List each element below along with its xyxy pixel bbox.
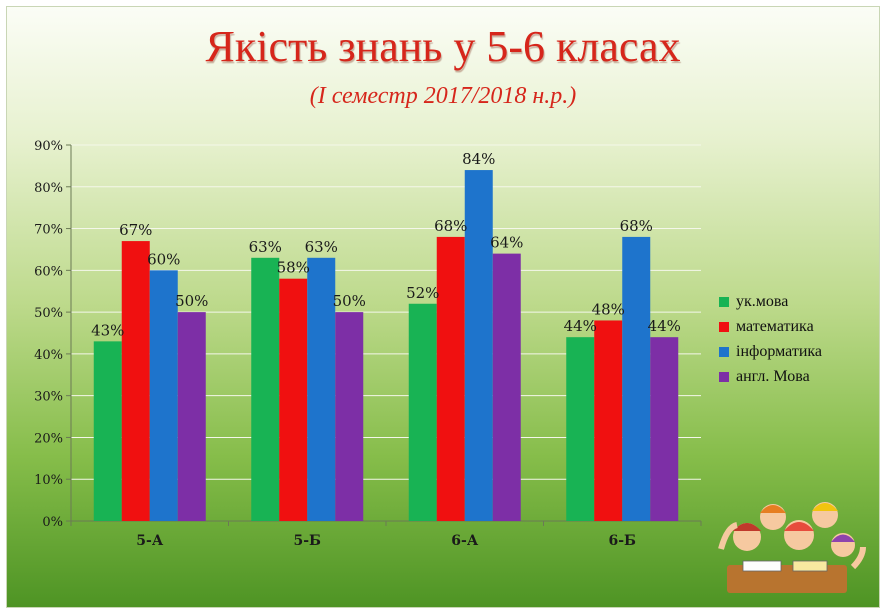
bar bbox=[335, 312, 364, 521]
legend-item: інформатика bbox=[719, 339, 822, 364]
data-label: 84% bbox=[462, 150, 495, 168]
legend-swatch bbox=[719, 321, 729, 332]
data-label: 64% bbox=[490, 234, 523, 252]
data-label: 58% bbox=[277, 259, 310, 277]
legend-label: англ. Мова bbox=[736, 367, 810, 385]
hair-shape bbox=[733, 523, 761, 531]
book-shape bbox=[742, 560, 782, 572]
bar bbox=[177, 312, 206, 521]
axes: 0% 10% 20% 30% 40% 50% 60% 70% 80% 90% 5-А 5-Б 6-А 6-… bbox=[34, 139, 702, 549]
data-label: 63% bbox=[305, 238, 338, 256]
bar bbox=[436, 236, 465, 521]
bar bbox=[408, 303, 437, 521]
x-tick-label: 6-А bbox=[451, 533, 479, 549]
slide: Якість знань у 5-6 класах (І семестр 201… bbox=[6, 6, 880, 608]
x-tick-label: 5-А bbox=[136, 533, 164, 549]
bar bbox=[149, 270, 178, 521]
chart-title: Якість знань у 5-6 класах bbox=[205, 22, 681, 71]
legend-item: ук.мова bbox=[719, 289, 822, 314]
bar bbox=[650, 337, 679, 521]
y-tick-label: 90% bbox=[34, 139, 63, 154]
data-label: 44% bbox=[564, 317, 597, 335]
kids-at-desk-illustration bbox=[718, 502, 866, 593]
x-tick-label: 6-Б bbox=[608, 533, 636, 549]
data-label: 48% bbox=[592, 300, 625, 318]
hair-shape bbox=[812, 503, 838, 511]
book-shape bbox=[792, 560, 828, 572]
data-label: 68% bbox=[434, 217, 467, 235]
arm-shape bbox=[718, 522, 738, 550]
data-label: 52% bbox=[406, 284, 439, 302]
data-label: 50% bbox=[333, 292, 366, 310]
arm-shape bbox=[850, 546, 866, 570]
data-label: 60% bbox=[147, 250, 180, 268]
bar bbox=[566, 337, 595, 521]
legend-label: ук.мова bbox=[736, 292, 789, 310]
data-label: 44% bbox=[648, 317, 681, 335]
hair-shape bbox=[831, 534, 855, 542]
y-tick-label: 50% bbox=[34, 306, 63, 321]
data-label: 67% bbox=[119, 221, 152, 239]
y-tick-label: 40% bbox=[34, 348, 63, 363]
x-tick-label: 5-Б bbox=[293, 533, 321, 549]
legend-swatch bbox=[719, 371, 729, 382]
data-label: 50% bbox=[175, 292, 208, 310]
bar bbox=[251, 257, 280, 521]
bar-chart: 0% 10% 20% 30% 40% 50% 60% 70% 80% 90% 5-А 5-Б 6-А 6-… bbox=[34, 139, 702, 549]
hair-shape bbox=[760, 505, 786, 513]
bars bbox=[93, 170, 679, 522]
bar bbox=[121, 241, 150, 522]
legend-label: інформатика bbox=[736, 342, 823, 360]
bar bbox=[93, 341, 122, 521]
y-tick-label: 60% bbox=[34, 264, 63, 279]
legend-item: англ. Мова bbox=[719, 364, 822, 389]
y-tick-label: 30% bbox=[34, 390, 63, 405]
bar bbox=[279, 278, 308, 521]
data-label: 63% bbox=[249, 238, 282, 256]
y-tick-label: 80% bbox=[34, 181, 63, 196]
legend-swatch bbox=[719, 346, 729, 357]
legend-swatch bbox=[719, 296, 729, 307]
bar bbox=[307, 257, 336, 521]
data-labels: 43%67%60%50%63%58%63%50% 52%68%84%64%44%4… bbox=[91, 150, 681, 339]
legend: ук.мова математика інформатика англ. Мов… bbox=[719, 289, 822, 389]
bar bbox=[464, 170, 493, 522]
data-label: 68% bbox=[620, 217, 653, 235]
y-tick-label: 10% bbox=[34, 473, 63, 488]
y-tick-label: 70% bbox=[34, 223, 63, 238]
chart-subtitle: (І семестр 2017/2018 н.р.) bbox=[309, 83, 577, 109]
data-label: 43% bbox=[91, 321, 124, 339]
desk-shape bbox=[727, 565, 847, 593]
legend-label: математика bbox=[736, 317, 814, 335]
bar bbox=[492, 253, 521, 521]
y-tick-label: 0% bbox=[42, 515, 63, 530]
bar bbox=[594, 320, 623, 521]
legend-item: математика bbox=[719, 314, 822, 339]
hair-shape bbox=[784, 522, 814, 531]
bar bbox=[622, 236, 651, 521]
y-tick-label: 20% bbox=[34, 431, 63, 446]
